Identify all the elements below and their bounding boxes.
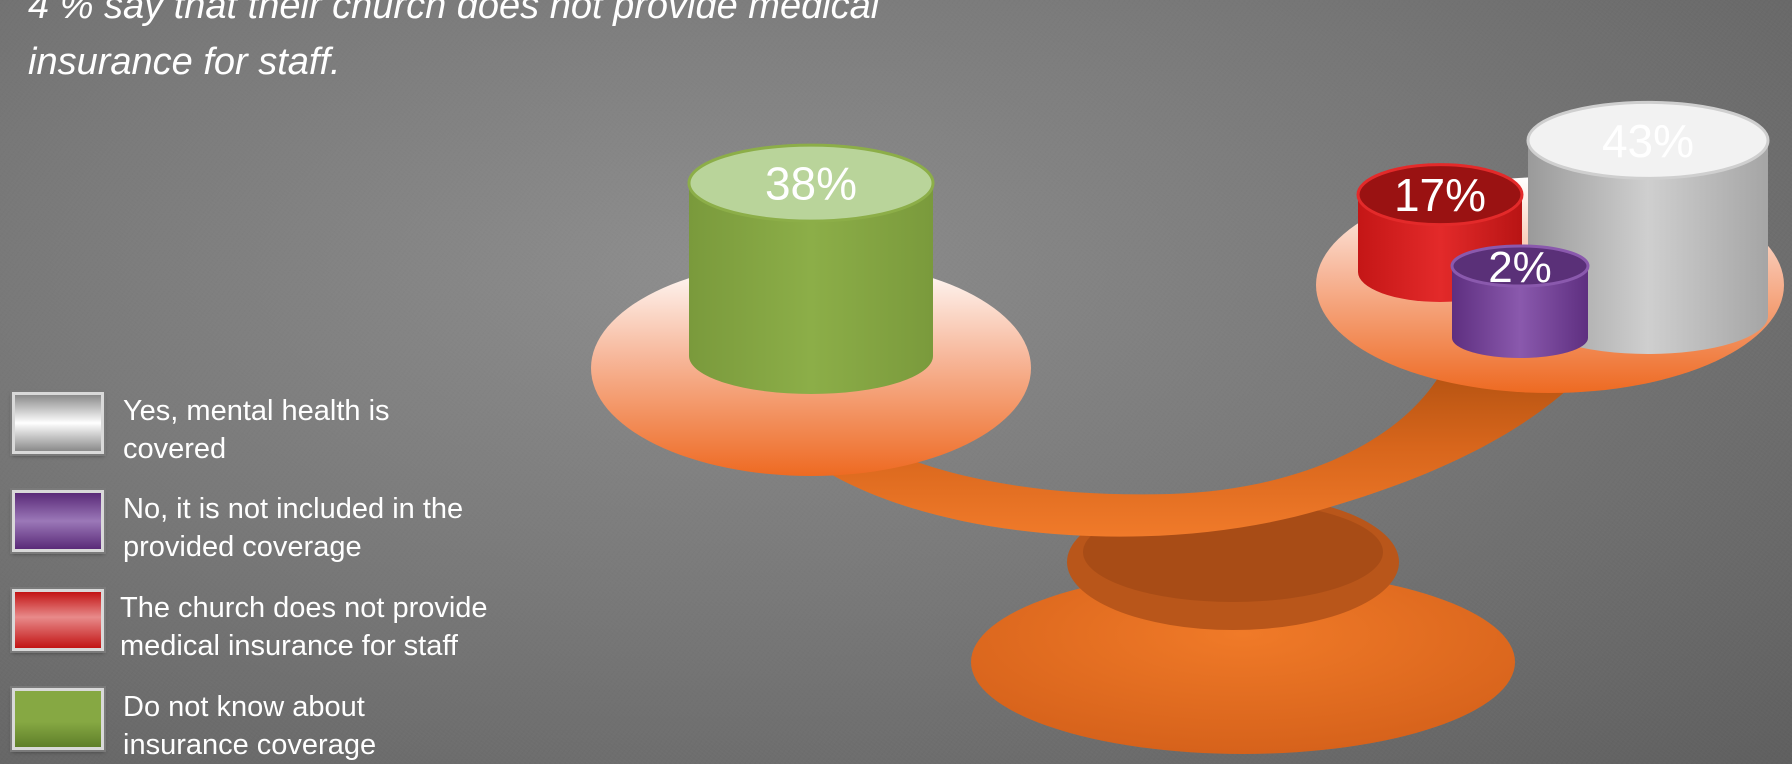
cylinder-no: 2% — [1450, 243, 1590, 358]
slide-title: 4 % say that their church does not provi… — [28, 0, 880, 83]
legend-label-church-no: The church does not provide medical insu… — [120, 592, 488, 662]
legend-label-yes: Yes, mental health is covered — [123, 395, 390, 465]
cylinder-church-no-top — [1356, 163, 1524, 227]
legend-label-dont-know: Do not know about insurance coverage — [123, 691, 377, 761]
cylinder-dont-know-label: 38% — [765, 158, 857, 210]
scale-base — [971, 570, 1515, 754]
cylinder-no-label: 2% — [1488, 243, 1552, 292]
legend-swatch-dont-know — [12, 688, 104, 750]
cylinder-no-body — [1452, 266, 1588, 358]
legend-item-yes: Yes, mental health is covered — [8, 388, 548, 468]
cylinder-dont-know-top — [687, 143, 935, 223]
cylinder-yes-label: 43% — [1602, 115, 1694, 167]
legend-swatch-church-no — [12, 589, 104, 651]
legend-item-dont-know: Do not know about insurance coverage — [8, 684, 548, 764]
legend-item-church-no: The church does not provide medical insu… — [8, 585, 548, 665]
cylinder-church-no-label: 17% — [1394, 169, 1486, 221]
legend-swatch-no — [12, 490, 104, 552]
legend-label-no: No, it is not included in the provided c… — [123, 493, 464, 563]
cylinder-no-top — [1450, 244, 1590, 288]
scale-arm — [790, 360, 1588, 537]
legend-swatch-yes — [12, 392, 104, 454]
cylinder-yes-top — [1526, 100, 1770, 180]
cylinder-dont-know-body — [689, 183, 933, 394]
cylinder-dont-know: 38% — [687, 143, 935, 394]
legend-item-no: No, it is not included in the provided c… — [8, 486, 548, 566]
